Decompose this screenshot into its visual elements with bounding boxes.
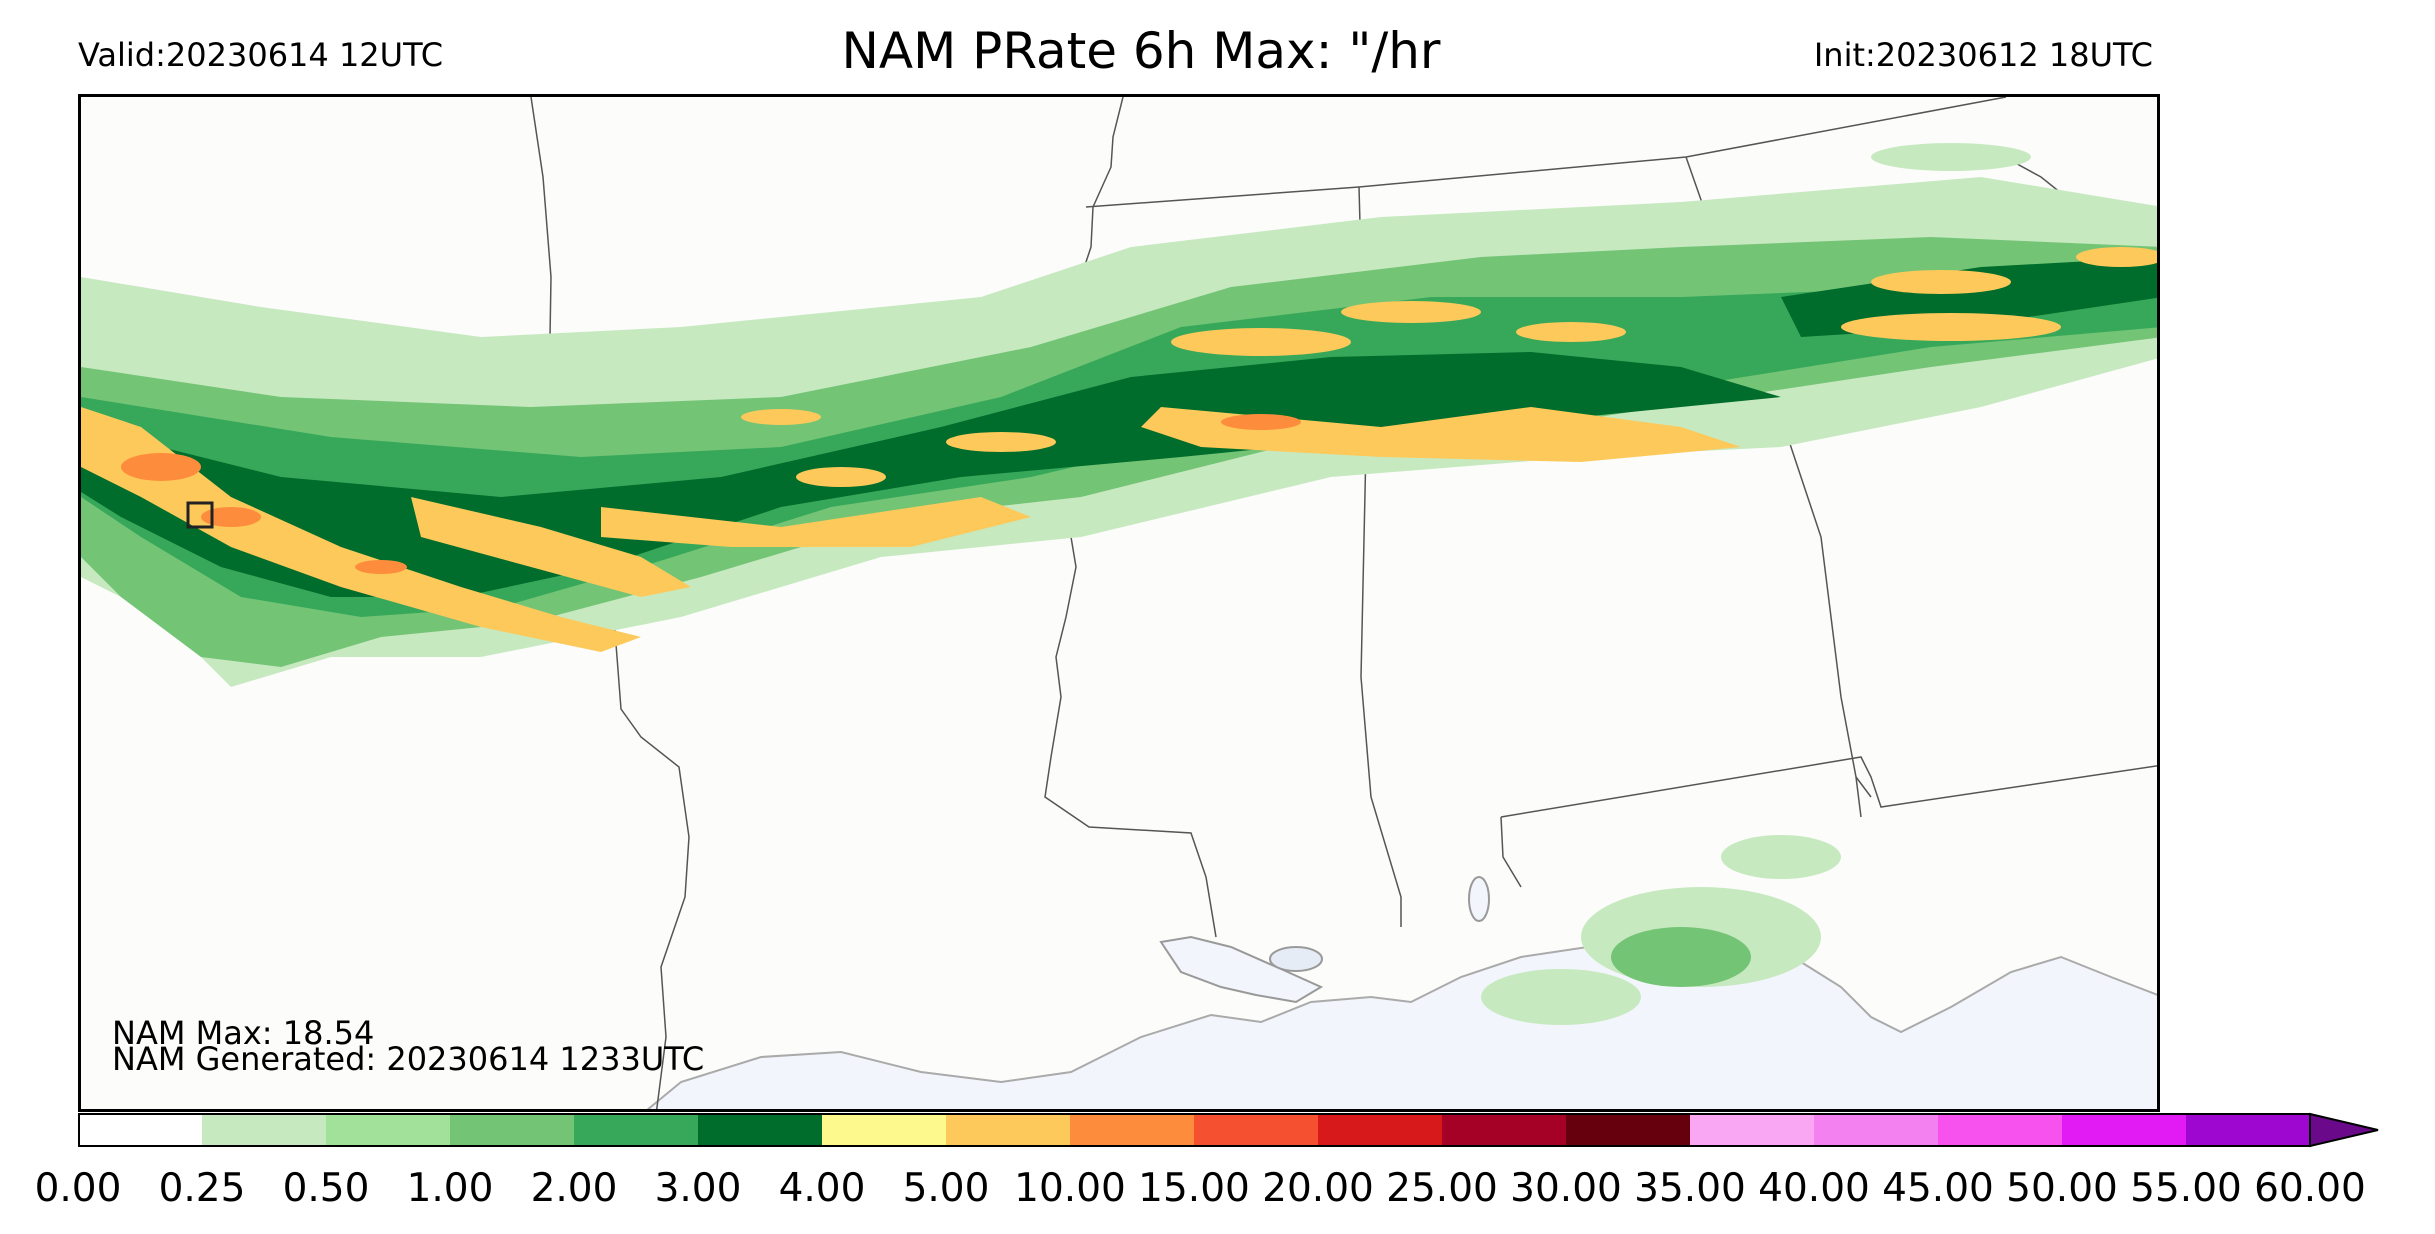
colorbar-bin-0 xyxy=(78,1114,202,1146)
init-time-label: Init:20230612 18UTC xyxy=(1813,36,2153,74)
colorbar-tick-label: 0.50 xyxy=(282,1166,370,1211)
mobile-bay xyxy=(1468,876,1490,922)
gulf-of-mexico xyxy=(646,937,2157,1109)
colorbar-bin-17 xyxy=(2186,1114,2310,1146)
colorbar-bin-14 xyxy=(1814,1114,1938,1146)
colorbar-bin-8 xyxy=(1070,1114,1194,1146)
colorbar xyxy=(78,1112,2379,1148)
colorbar-tick-label: 5.00 xyxy=(902,1166,990,1211)
colorbar-tick-label: 35.00 xyxy=(1634,1166,1746,1211)
colorbar-bin-1 xyxy=(202,1114,326,1146)
nam-max-label: NAM Max: 18.54 xyxy=(112,1014,375,1052)
colorbar-bin-5 xyxy=(698,1114,822,1146)
colorbar-tick-label: 15.00 xyxy=(1138,1166,1250,1211)
colorbar-tick-label: 20.00 xyxy=(1262,1166,1374,1211)
precip-orange xyxy=(121,414,1301,574)
colorbar-tick-label: 55.00 xyxy=(2130,1166,2242,1211)
stats-block: NAM Max: 18.54 NAM Generated: 20230614 1… xyxy=(112,1014,705,1078)
colorbar-tick-label: 30.00 xyxy=(1510,1166,1622,1211)
colorbar-bin-13 xyxy=(1690,1114,1814,1146)
colorbar-tick-label: 0.25 xyxy=(158,1166,246,1211)
lake-pontchartrain xyxy=(1269,946,1323,972)
colorbar-tick-label: 60.00 xyxy=(2254,1166,2366,1211)
colorbar-outline xyxy=(78,1113,2311,1147)
colorbar-bin-16 xyxy=(2062,1114,2186,1146)
colorbar-bin-7 xyxy=(946,1114,1070,1146)
colorbar-bin-10 xyxy=(1318,1114,1442,1146)
map-title: NAM PRate 6h Max: "/hr xyxy=(841,22,1441,80)
colorbar-bin-2 xyxy=(326,1114,450,1146)
colorbar-bin-15 xyxy=(1938,1114,2062,1146)
colorbar-tick-label: 10.00 xyxy=(1014,1166,1126,1211)
colorbar-tick-label: 40.00 xyxy=(1758,1166,1870,1211)
valid-time-label: Valid:20230614 12UTC xyxy=(78,36,444,74)
colorbar-tick-label: 4.00 xyxy=(778,1166,866,1211)
colorbar-tick-label: 1.00 xyxy=(406,1166,494,1211)
delta-water xyxy=(1159,935,1324,1004)
colorbar-tick-label: 25.00 xyxy=(1386,1166,1498,1211)
colorbar-tick-label: 0.00 xyxy=(34,1166,122,1211)
nam-generated-label: NAM Generated: 20230614 1233UTC xyxy=(112,1040,705,1078)
colorbar-bin-9 xyxy=(1194,1114,1318,1146)
colorbar-extend-arrow xyxy=(2309,1112,2379,1148)
colorbar-bin-12 xyxy=(1566,1114,1690,1146)
colorbar-bin-11 xyxy=(1442,1114,1566,1146)
precip-map xyxy=(78,94,2160,1112)
colorbar-tick-label: 3.00 xyxy=(654,1166,742,1211)
colorbar-tick-label: 50.00 xyxy=(2006,1166,2118,1211)
max-location-marker xyxy=(186,501,214,529)
colorbar-tick-label: 2.00 xyxy=(530,1166,618,1211)
colorbar-bin-6 xyxy=(822,1114,946,1146)
colorbar-bin-3 xyxy=(450,1114,574,1146)
map-canvas xyxy=(81,97,2157,1109)
colorbar-bin-4 xyxy=(574,1114,698,1146)
colorbar-tick-label: 45.00 xyxy=(1882,1166,1994,1211)
